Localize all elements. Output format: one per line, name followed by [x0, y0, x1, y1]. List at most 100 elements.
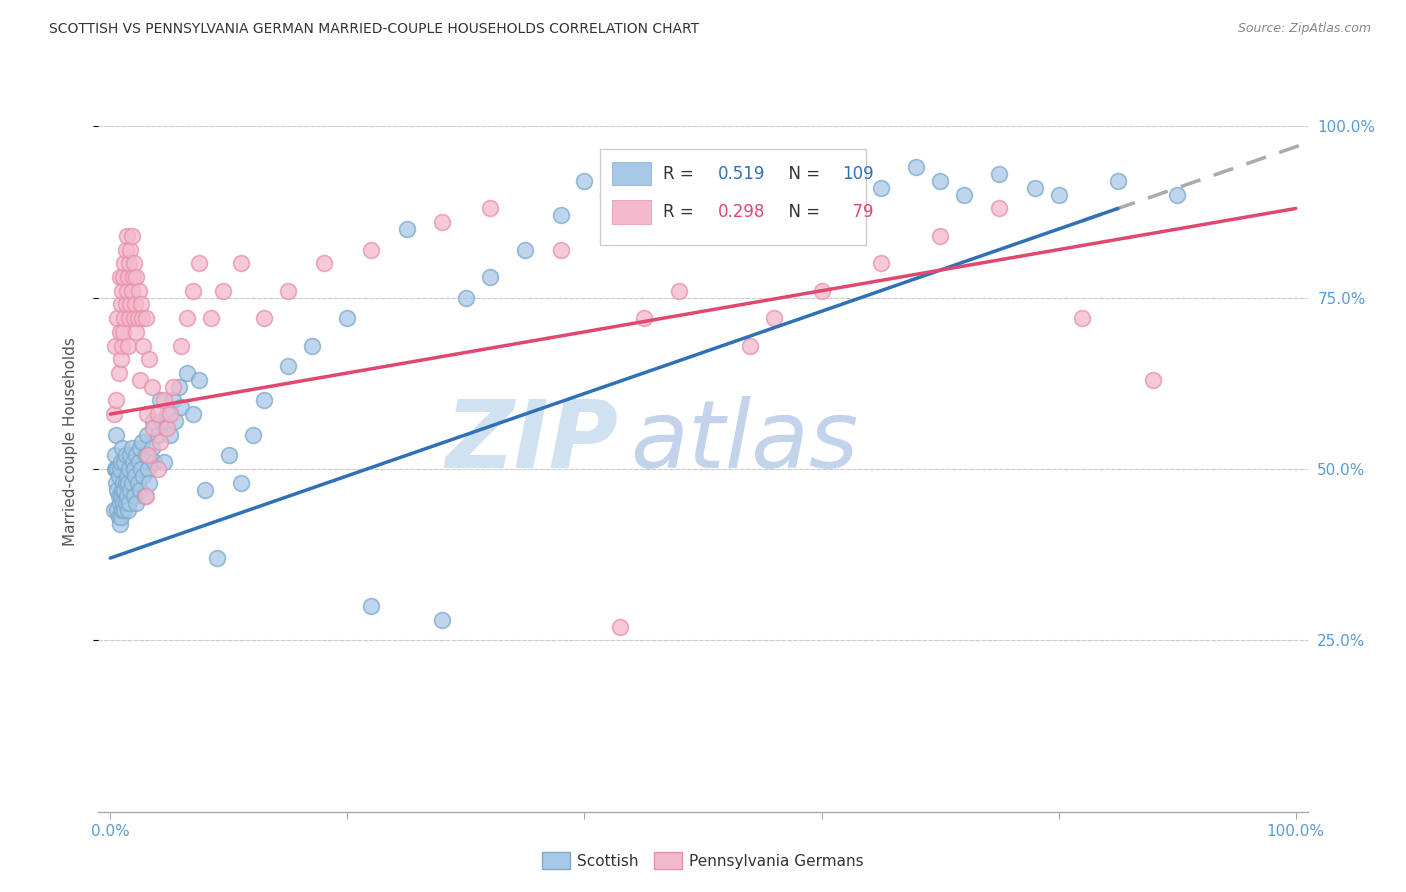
Point — [105, 503, 128, 517]
Point — [740, 338, 762, 352]
Point — [181, 407, 204, 421]
Point — [122, 489, 145, 503]
Point — [105, 462, 128, 476]
Point — [200, 311, 222, 326]
Point — [1142, 373, 1164, 387]
Point — [478, 270, 501, 285]
Point — [124, 468, 146, 483]
Point — [135, 311, 157, 326]
Point — [176, 311, 198, 326]
Point — [143, 455, 166, 469]
Point — [763, 311, 786, 326]
Point — [432, 613, 454, 627]
Point — [105, 483, 128, 497]
Point — [115, 228, 138, 243]
Point — [751, 181, 773, 195]
Point — [149, 393, 172, 408]
Point — [574, 174, 596, 188]
Point — [107, 510, 129, 524]
Point — [103, 407, 125, 421]
Point — [1024, 181, 1046, 195]
Point — [111, 338, 134, 352]
Point — [112, 475, 135, 490]
Point — [150, 414, 173, 428]
Point — [336, 311, 359, 326]
Point — [159, 407, 181, 421]
Point — [110, 510, 132, 524]
Point — [135, 489, 157, 503]
Point — [114, 483, 136, 497]
Point — [110, 297, 132, 311]
Point — [122, 256, 145, 270]
Point — [121, 475, 143, 490]
Point — [176, 366, 198, 380]
Point — [107, 468, 129, 483]
Point — [301, 338, 323, 352]
Point — [633, 311, 655, 326]
Text: 109: 109 — [842, 164, 873, 183]
Point — [114, 475, 136, 490]
Point — [141, 442, 163, 456]
Point — [125, 448, 148, 462]
Point — [194, 483, 217, 497]
Point — [146, 407, 169, 421]
Point — [253, 311, 276, 326]
Point — [104, 448, 127, 462]
Point — [165, 414, 187, 428]
Point — [188, 256, 211, 270]
Point — [110, 489, 132, 503]
Text: N =: N = — [778, 164, 825, 183]
Point — [229, 256, 252, 270]
Point — [786, 161, 808, 175]
Point — [810, 284, 832, 298]
Point — [107, 489, 129, 503]
Point — [135, 448, 157, 462]
Point — [1166, 187, 1188, 202]
Point — [136, 427, 159, 442]
Point — [159, 427, 181, 442]
FancyBboxPatch shape — [600, 149, 866, 245]
Point — [142, 414, 165, 428]
Point — [112, 325, 135, 339]
Point — [127, 475, 149, 490]
Point — [218, 448, 240, 462]
Point — [136, 448, 159, 462]
Point — [122, 462, 145, 476]
Text: 0.298: 0.298 — [717, 203, 765, 221]
Point — [114, 448, 136, 462]
Point — [716, 167, 738, 181]
Point — [146, 427, 169, 442]
Point — [146, 462, 169, 476]
Point — [117, 475, 139, 490]
Point — [110, 352, 132, 367]
Point — [118, 462, 141, 476]
Point — [1047, 187, 1070, 202]
Point — [253, 393, 276, 408]
Text: ZIP: ZIP — [446, 395, 619, 488]
Text: R =: R = — [664, 164, 699, 183]
Point — [108, 270, 131, 285]
Point — [277, 359, 299, 373]
Point — [114, 243, 136, 257]
Point — [111, 503, 134, 517]
Point — [869, 256, 891, 270]
Point — [1107, 174, 1129, 188]
Point — [103, 503, 125, 517]
Point — [988, 202, 1011, 216]
Point — [134, 489, 156, 503]
Point — [122, 311, 145, 326]
Point — [149, 434, 172, 449]
Point — [132, 338, 155, 352]
FancyBboxPatch shape — [613, 200, 651, 224]
Point — [120, 243, 142, 257]
Point — [170, 401, 193, 415]
Point — [120, 448, 142, 462]
Point — [132, 468, 155, 483]
Text: SCOTTISH VS PENNSYLVANIA GERMAN MARRIED-COUPLE HOUSEHOLDS CORRELATION CHART: SCOTTISH VS PENNSYLVANIA GERMAN MARRIED-… — [49, 22, 699, 37]
Point — [478, 202, 501, 216]
Point — [105, 475, 128, 490]
Point — [988, 167, 1011, 181]
Point — [112, 270, 135, 285]
Point — [118, 496, 141, 510]
Point — [125, 325, 148, 339]
